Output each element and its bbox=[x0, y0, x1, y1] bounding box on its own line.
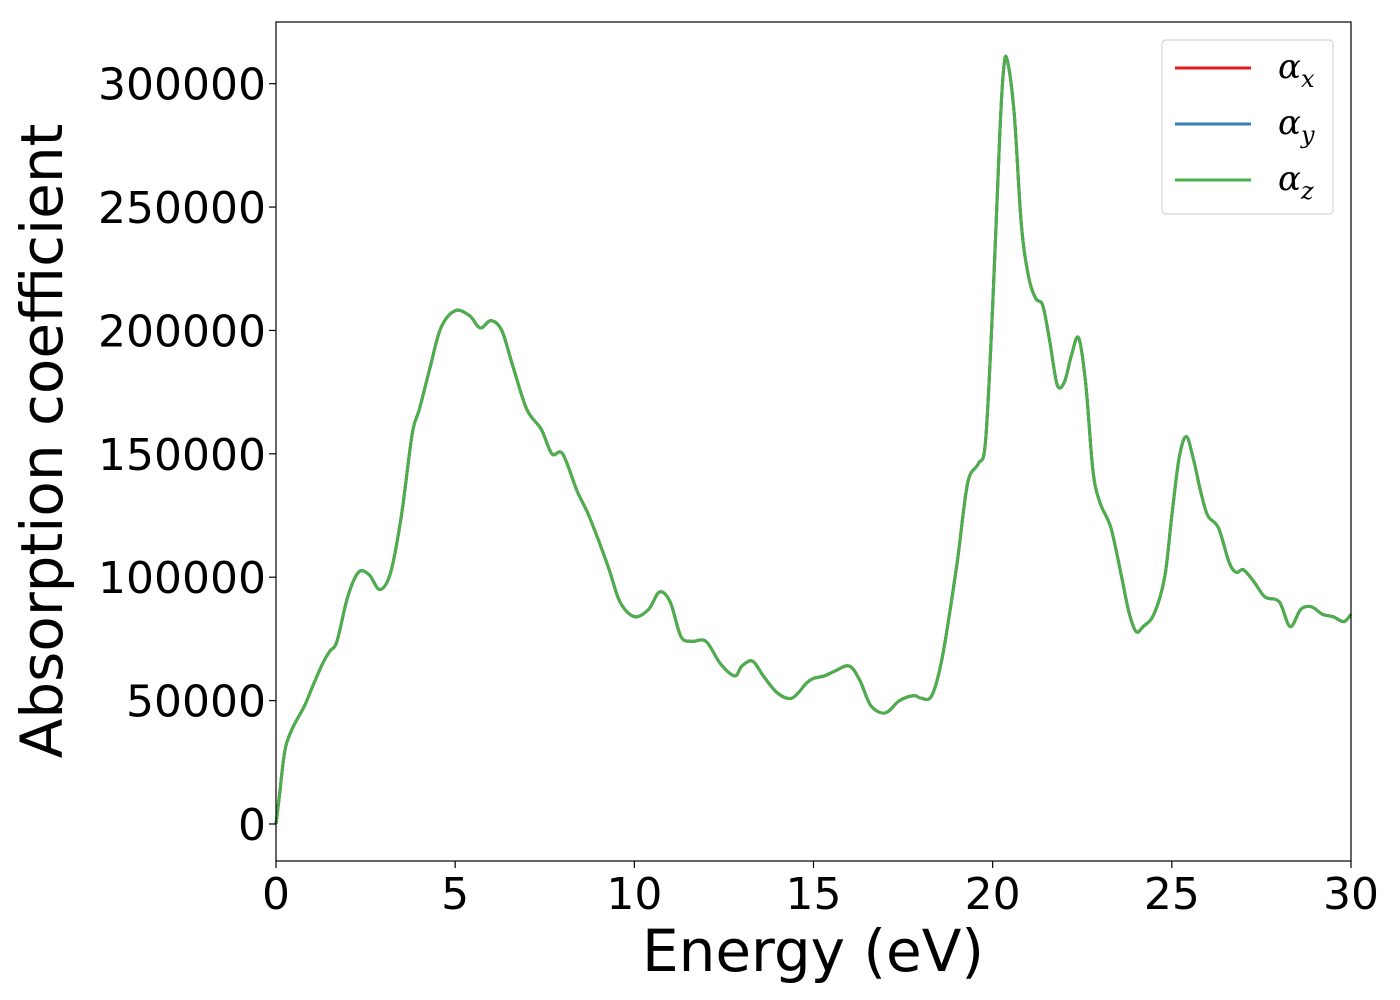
x-axis-ticks: 0 5 10 15 20 25 30 bbox=[262, 861, 1379, 920]
x-tick-label: 10 bbox=[606, 869, 662, 920]
legend-items: αx αy αz bbox=[1175, 47, 1315, 205]
x-tick-label: 0 bbox=[262, 869, 290, 920]
y-tick-label: 250000 bbox=[98, 183, 266, 234]
legend-frame bbox=[1161, 39, 1334, 215]
legend-label-y: αy bbox=[1278, 103, 1315, 149]
y-tick-label: 0 bbox=[238, 800, 266, 851]
y-tick-label: 50000 bbox=[126, 677, 266, 728]
x-tick-label: 25 bbox=[1144, 869, 1200, 920]
x-tick-label: 30 bbox=[1323, 869, 1379, 920]
x-tick-label: 15 bbox=[786, 869, 842, 920]
y-axis-ticks: 0 50000 100000 150000 200000 250000 300000 bbox=[98, 60, 276, 851]
y-tick-label: 200000 bbox=[98, 306, 266, 357]
series-line-3 bbox=[274, 54, 1353, 825]
legend-label-z: αz bbox=[1278, 159, 1314, 205]
y-tick-label: 300000 bbox=[98, 60, 266, 111]
legend: αx αy αz bbox=[1161, 39, 1334, 215]
x-tick-label: 20 bbox=[965, 869, 1021, 920]
y-tick-label: 100000 bbox=[98, 553, 266, 604]
y-tick-label: 150000 bbox=[98, 430, 266, 481]
x-axis-label: Energy (eV) bbox=[642, 917, 984, 985]
y-axis-label: Absorption coefficient bbox=[8, 124, 76, 759]
series-layer bbox=[274, 54, 1353, 825]
legend-label-x: αx bbox=[1278, 47, 1315, 93]
x-tick-label: 5 bbox=[441, 869, 469, 920]
